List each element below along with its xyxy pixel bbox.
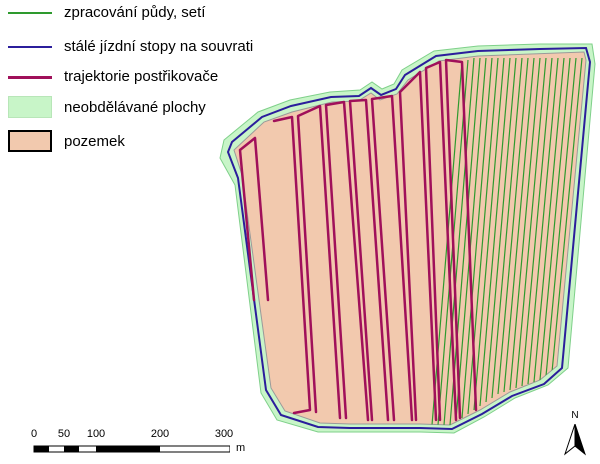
north-label: N xyxy=(571,410,579,421)
legend-label-seeding: zpracování půdy, setí xyxy=(64,4,206,21)
scale-unit: m xyxy=(236,442,246,454)
seeding-lines xyxy=(431,57,583,425)
parcel-swatch xyxy=(8,130,52,152)
scale-tick-300: 300 xyxy=(214,428,234,440)
legend-item-headland-tracks: stálé jízdní stopy na souvrati xyxy=(4,36,304,58)
north-arrow-icon xyxy=(563,424,587,456)
scale-bar: 0 50 100 200 300 m xyxy=(20,428,260,458)
headland-line-swatch xyxy=(8,46,52,48)
headland-tracks xyxy=(226,46,592,431)
legend-label-uncultivated: neobdělávané plochy xyxy=(64,99,206,116)
sprayer-line-swatch xyxy=(8,76,52,79)
legend-item-seeding: zpracování půdy, setí xyxy=(4,2,304,24)
scale-tick-100: 100 xyxy=(86,428,106,440)
scale-tick-200: 200 xyxy=(150,428,170,440)
legend-label-parcel: pozemek xyxy=(64,133,125,150)
legend-item-sprayer: trajektorie postřikovače xyxy=(4,66,304,88)
legend-label-sprayer: trajektorie postřikovače xyxy=(64,68,219,85)
seeding-line-swatch xyxy=(8,12,52,14)
legend: zpracování půdy, setí stálé jízdní stopy… xyxy=(4,0,304,160)
sprayer-trajectories xyxy=(238,58,478,422)
scale-tick-50: 50 xyxy=(57,428,71,440)
uncultivated-swatch xyxy=(8,96,52,118)
north-arrow: N xyxy=(562,410,588,456)
legend-item-uncultivated: neobdělávané plochy xyxy=(4,96,304,118)
scale-tick-0: 0 xyxy=(30,428,38,440)
legend-label-headland-tracks: stálé jízdní stopy na souvrati xyxy=(64,38,254,55)
scale-bar-graphic xyxy=(33,445,230,453)
legend-item-parcel: pozemek xyxy=(4,130,304,152)
